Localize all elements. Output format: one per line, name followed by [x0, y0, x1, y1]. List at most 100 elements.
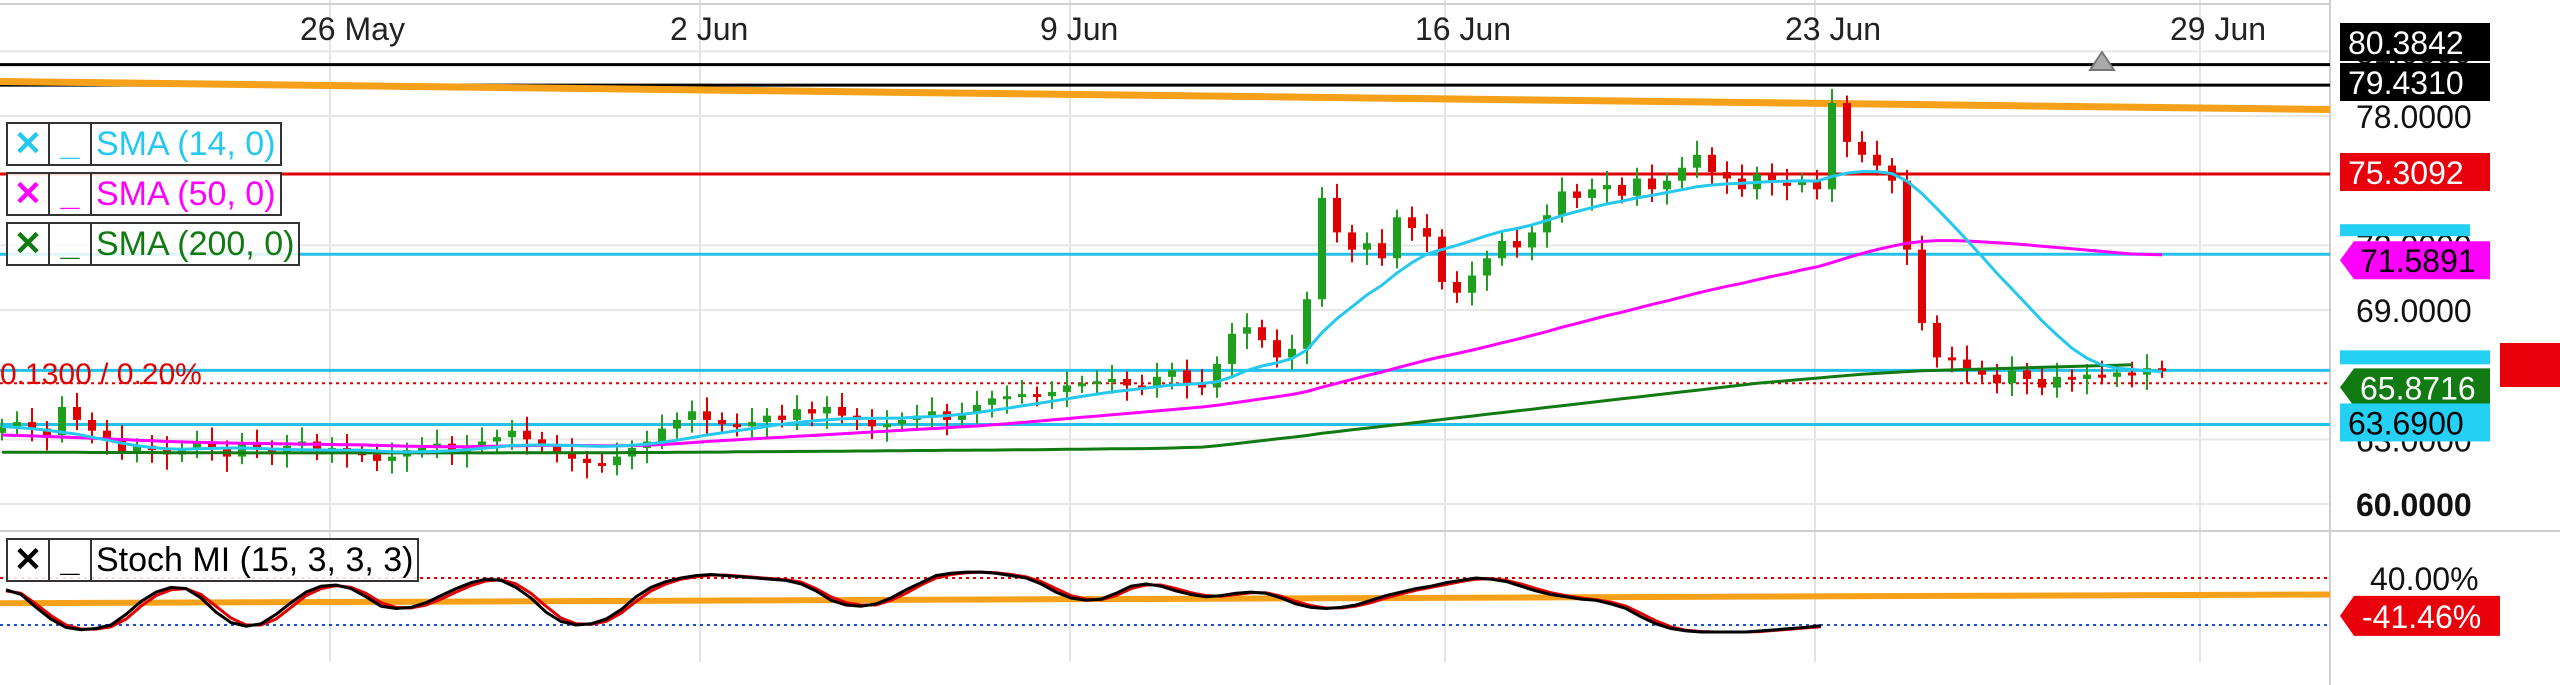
- candle-body: [1948, 357, 1956, 361]
- stoch-k-line: [5, 570, 1822, 634]
- candle-body: [928, 411, 936, 416]
- price-tag-bg: [2340, 23, 2490, 61]
- candle-body: [1918, 249, 1926, 323]
- candle-body: [1708, 154, 1716, 173]
- candle-body: [763, 415, 771, 423]
- candle-body: [1573, 191, 1581, 198]
- minimize-icon[interactable]: _: [50, 540, 92, 580]
- candle-body: [823, 407, 831, 414]
- candle-body: [1318, 197, 1326, 300]
- candle-body: [1153, 376, 1161, 388]
- legend-label: SMA (14, 0): [96, 124, 276, 163]
- candle-body: [2113, 372, 2121, 377]
- legend-sma-14[interactable]: ✕ _ SMA (14, 0): [6, 122, 282, 166]
- candle-body: [778, 415, 786, 420]
- candle-body: [1273, 340, 1281, 358]
- close-icon[interactable]: ✕: [8, 540, 50, 580]
- close-icon[interactable]: ✕: [8, 124, 50, 164]
- price-tag: 75.3092: [2348, 155, 2464, 191]
- legend-sma-200[interactable]: ✕ _ SMA (200, 0): [6, 222, 301, 266]
- close-icon[interactable]: ✕: [8, 224, 50, 264]
- minimize-icon[interactable]: _: [50, 224, 92, 264]
- candle-body: [2038, 378, 2046, 388]
- candle-body: [748, 422, 756, 427]
- candle-body: [1138, 385, 1146, 389]
- legend-label: Stoch MI (15, 3, 3, 3): [96, 540, 414, 579]
- y-tick-label: 78.0000: [2356, 99, 2472, 135]
- candle-body: [493, 437, 501, 442]
- stoch-tag: -41.46%: [2362, 599, 2481, 635]
- candle-body: [1768, 174, 1776, 183]
- candle-body: [583, 458, 591, 464]
- candle-body: [1798, 180, 1806, 185]
- candle-body: [598, 463, 606, 467]
- candle-body: [523, 430, 531, 440]
- minimize-icon[interactable]: _: [50, 174, 92, 214]
- candle-body: [1063, 385, 1071, 392]
- candle-body: [1183, 370, 1191, 384]
- candle-body: [1663, 180, 1671, 190]
- candle-body: [1933, 322, 1941, 358]
- y-tick-label: 69.0000: [2356, 293, 2472, 329]
- minimize-icon[interactable]: _: [50, 124, 92, 164]
- candle-body: [1978, 368, 1986, 375]
- price-tag-bg: [2340, 403, 2490, 442]
- candle-body: [1393, 217, 1401, 259]
- candle-body: [808, 409, 816, 414]
- sma-50-line: [1, 239, 2163, 449]
- candle-body: [2008, 370, 2016, 384]
- candle-body: [2158, 368, 2166, 372]
- candle-body: [898, 419, 906, 425]
- candle-body: [1018, 394, 1026, 398]
- candle-body: [1198, 383, 1206, 388]
- candle-body: [88, 419, 96, 431]
- x-tick-label: 23 Jun: [1785, 11, 1881, 47]
- cyan-tag-strip: [2340, 350, 2490, 365]
- candle-body: [2023, 370, 2031, 379]
- candle-body: [973, 404, 981, 414]
- candle-body: [1513, 241, 1521, 248]
- moving-averages: [1, 170, 2163, 455]
- alert-marker-icon: [2088, 50, 2116, 71]
- candle-body: [103, 430, 111, 440]
- legend-stochastic[interactable]: ✕ _ Stoch MI (15, 3, 3, 3): [6, 538, 420, 582]
- candle-body: [568, 452, 576, 459]
- price-tag: 80.3842: [2348, 25, 2464, 61]
- stoch-tick-label: 40.00%: [2370, 561, 2479, 597]
- candle-body: [2068, 376, 2076, 380]
- close-icon[interactable]: ✕: [8, 174, 50, 214]
- candle-body: [1648, 178, 1656, 190]
- candle-body: [1588, 189, 1596, 198]
- candle-body: [1048, 391, 1056, 397]
- candle-body: [958, 413, 966, 420]
- candle-body: [733, 424, 741, 428]
- candle-body: [1963, 359, 1971, 369]
- candle-body: [2098, 374, 2106, 378]
- candle-body: [688, 411, 696, 420]
- candle-body: [1033, 394, 1041, 398]
- stoch-trendline: [0, 591, 2331, 607]
- candle-body: [1348, 232, 1356, 250]
- candle-body: [1228, 333, 1236, 364]
- y-tick-label: 60.0000: [2356, 487, 2472, 523]
- candle-body: [1843, 103, 1851, 142]
- legend-sma-50[interactable]: ✕ _ SMA (50, 0): [6, 172, 282, 216]
- candle-body: [73, 407, 81, 420]
- x-tick-label: 2 Jun: [670, 11, 748, 47]
- candle-body: [718, 419, 726, 425]
- candle-body: [1468, 275, 1476, 293]
- candle-body: [1543, 215, 1551, 233]
- candle-body: [13, 422, 21, 427]
- candle-body: [988, 398, 996, 405]
- cyan-tag-strip: [2340, 224, 2470, 237]
- candle-body: [1288, 348, 1296, 358]
- candle-body: [1528, 232, 1536, 248]
- candle-body: [478, 441, 486, 446]
- candle-body: [1993, 374, 2001, 384]
- candle-body: [1558, 191, 1566, 216]
- candle-body: [28, 422, 36, 429]
- candle-body: [1423, 228, 1431, 237]
- candle-body: [1828, 103, 1836, 190]
- candle-body: [868, 419, 876, 427]
